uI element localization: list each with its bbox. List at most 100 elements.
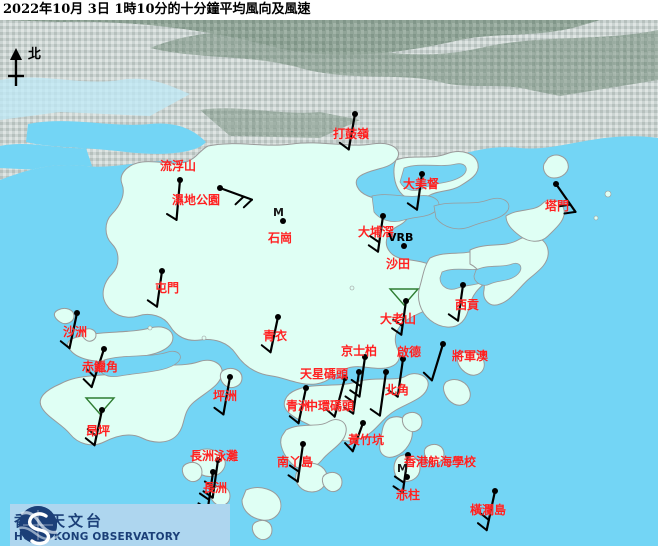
wind-barb-feather xyxy=(213,406,225,416)
wind-barb-feather xyxy=(82,378,93,389)
wind-barb-feather xyxy=(260,344,272,354)
station-marker-dot xyxy=(553,181,559,187)
station-tsing-yi xyxy=(260,314,281,354)
station-marker-dot xyxy=(303,385,309,391)
wind-barb-feather xyxy=(367,244,379,253)
station-marker-dot xyxy=(177,177,183,183)
wind-barb-feather xyxy=(563,210,577,215)
wind-barb-feather xyxy=(203,480,216,489)
wind-barb-shaft xyxy=(352,370,361,415)
hko-logo: 香港天文台 HONG KONG OBSERVATORY xyxy=(10,504,230,546)
mainland-china-layer xyxy=(0,20,658,180)
station-green-island xyxy=(288,385,309,425)
wind-barb-shaft xyxy=(358,355,367,398)
station-marker-dot xyxy=(352,111,358,117)
station-north-point xyxy=(369,369,389,417)
variable-wind-flag-sha-tin: VRB xyxy=(388,231,414,244)
station-tseung-kwan-o xyxy=(422,341,446,382)
north-arrow: 北 xyxy=(4,46,50,90)
wind-barb-feather xyxy=(479,511,490,521)
map-canvas: 北 打鼓嶺 流浮山 濕地公園 石崗 M 大美督 塔門 大埔滘 沙田 VRB 屯門 沙洲 赤鱲角 大老山 西貢… xyxy=(0,20,658,546)
station-cheung-chau-beach xyxy=(202,457,221,499)
wind-barb-shaft xyxy=(155,269,164,308)
station-ngong-ping xyxy=(84,397,116,447)
missing-data-flag-stanley: M xyxy=(397,462,408,475)
station-marker-dot xyxy=(74,310,80,316)
wind-barb-shaft xyxy=(351,421,365,453)
station-marker-dot xyxy=(101,346,107,352)
wind-barb-shaft xyxy=(456,283,465,322)
wind-barb-feather xyxy=(146,299,158,308)
wind-barb-feather xyxy=(198,492,211,501)
wind-barb-shaft xyxy=(68,311,79,350)
station-stanley xyxy=(404,474,410,480)
wind-barb-shaft xyxy=(297,386,308,425)
wind-barb-shaft xyxy=(400,299,408,336)
map-geometry xyxy=(0,20,658,546)
station-marker-dot xyxy=(360,420,366,426)
station-marker-dot xyxy=(404,474,410,480)
anemometer-marker-icon xyxy=(388,288,420,307)
wind-barb-feather xyxy=(406,202,418,211)
wind-barb-feather xyxy=(369,408,381,417)
station-central-pier xyxy=(325,375,348,418)
wind-barb-feather xyxy=(387,389,399,398)
wind-barb-feather xyxy=(202,490,214,499)
wind-barb-shaft xyxy=(333,376,347,418)
station-tates-cairn xyxy=(388,288,420,336)
wind-barb-feather xyxy=(288,464,301,473)
station-marker-dot xyxy=(380,213,386,219)
station-marker-dot xyxy=(227,374,233,380)
wind-barb-shaft xyxy=(401,453,410,494)
wind-barb-shaft xyxy=(175,178,182,221)
wind-barb-feather xyxy=(350,378,362,388)
wind-barb-feather xyxy=(344,395,356,404)
page-title: 2022年10月 3日 1時10分的十分鐘平均風向及風速 xyxy=(0,0,658,20)
station-marker-dot xyxy=(400,356,406,362)
wind-barb-feather xyxy=(86,428,98,438)
station-marker-dot xyxy=(405,452,411,458)
station-marker-dot xyxy=(217,185,223,191)
wind-barb-feather xyxy=(342,406,355,415)
wind-barb-layer xyxy=(59,111,577,532)
station-wetland-park xyxy=(217,185,254,209)
station-sai-kung xyxy=(447,282,466,322)
station-marker-dot xyxy=(383,369,389,375)
wind-barb-shaft xyxy=(376,214,385,253)
wind-barb-shaft xyxy=(222,375,232,416)
station-marker-dot xyxy=(362,354,368,360)
wind-barb-feather xyxy=(85,368,96,379)
station-tap-mun xyxy=(553,181,577,215)
station-marker-dot xyxy=(401,243,407,249)
outlying-islands-layer xyxy=(53,190,612,541)
logo-english-text: HONG KONG OBSERVATORY xyxy=(14,530,181,543)
wind-barb-feather xyxy=(242,198,253,209)
missing-data-flag-shek-kong: M xyxy=(273,206,284,219)
station-marker-dot xyxy=(280,218,286,224)
station-marker-dot xyxy=(342,375,348,381)
station-marker-dot xyxy=(419,171,425,177)
wind-barb-shaft xyxy=(296,442,305,483)
station-marker-dot xyxy=(356,369,362,375)
station-tai-mei-tuk xyxy=(406,171,425,211)
wind-barb-feather xyxy=(422,371,433,382)
wind-barb-feather xyxy=(476,522,488,532)
north-arrow-icon xyxy=(8,48,24,86)
station-sha-tin xyxy=(401,243,407,249)
anemometer-marker-icon xyxy=(84,397,116,416)
wind-barb-shaft xyxy=(415,172,424,211)
wind-barb-feather xyxy=(392,485,404,494)
wind-barb-shaft xyxy=(396,357,405,398)
station-shek-kong xyxy=(280,218,286,224)
station-marker-dot xyxy=(492,488,498,494)
north-arrow-label: 北 xyxy=(28,47,42,62)
station-peng-chau xyxy=(213,374,233,416)
station-kai-tak xyxy=(387,356,406,398)
wind-barb-feather xyxy=(369,235,381,244)
station-waglan-island xyxy=(476,488,498,532)
station-lamma-island xyxy=(287,441,306,483)
wind-barb-feather xyxy=(391,327,403,336)
wind-barb-feather xyxy=(392,318,404,327)
wind-barb-shaft xyxy=(218,186,254,201)
